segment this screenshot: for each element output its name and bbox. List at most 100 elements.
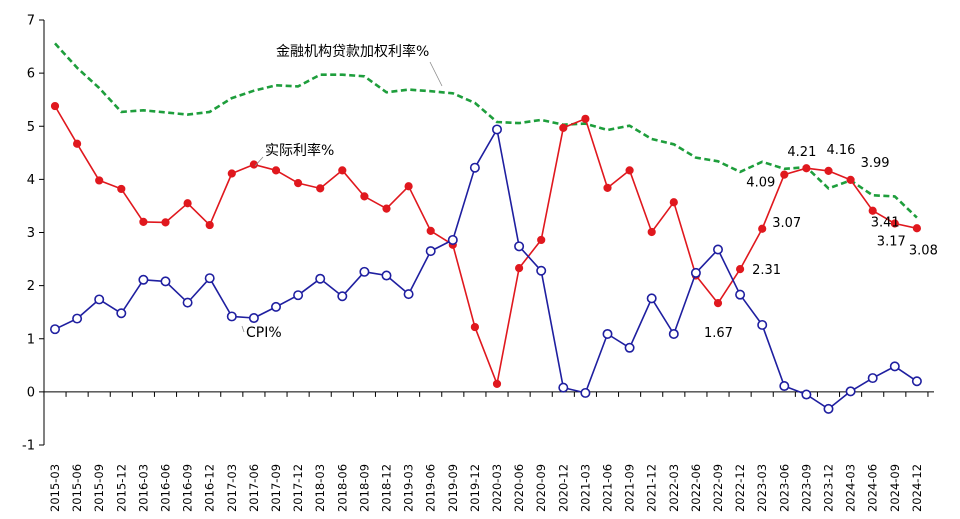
- x-tick-label: 2020-09: [534, 464, 548, 512]
- cpi-line: [54, 128, 918, 410]
- cpi-point: [403, 289, 414, 300]
- cpi-point: [491, 124, 502, 135]
- real-rate-point: [713, 299, 723, 308]
- real-rate-point: [73, 139, 82, 148]
- x-tick-label: 2016-09: [181, 464, 195, 512]
- y-tick-label: 2: [27, 279, 35, 294]
- cpi-point: [72, 313, 83, 324]
- real-rate-point: [426, 226, 435, 236]
- real-rate-point: [802, 164, 811, 173]
- x-tick-label: 2019-06: [424, 464, 438, 512]
- cpi-point: [757, 319, 768, 330]
- x-tick-label: 2015-12: [114, 464, 128, 512]
- real-rate-point: [139, 217, 148, 226]
- real-rate-line: [54, 105, 918, 385]
- cpi-series-label: CPI%: [246, 325, 282, 341]
- series-label-leader: [254, 156, 264, 167]
- cpi-point: [381, 270, 392, 281]
- cpi-point: [447, 234, 458, 245]
- x-tick-label: 2017-12: [291, 464, 305, 512]
- y-tick-label: -1: [22, 439, 35, 454]
- real-rate-point: [581, 114, 590, 123]
- real-rate-point: [117, 184, 126, 194]
- x-tick-label: 2023-06: [777, 464, 791, 512]
- real-rate-point: [559, 123, 568, 132]
- real-rate-point: [382, 204, 391, 213]
- x-tick-label: 2021-12: [645, 464, 659, 512]
- cpi-point: [248, 313, 259, 324]
- cpi-point: [536, 265, 547, 276]
- cpi-point: [580, 387, 591, 398]
- y-tick-label: 5: [27, 120, 35, 135]
- x-tick-label: 2020-03: [490, 464, 504, 512]
- x-tick-label: 2017-03: [225, 464, 239, 512]
- real-rate-series-label: 实际利率%: [265, 142, 334, 159]
- x-tick-label: 2018-06: [335, 464, 349, 512]
- cpi-point: [602, 328, 613, 339]
- real-rate-point: [316, 184, 325, 193]
- cpi-point: [337, 291, 348, 302]
- x-tick-label: 2016-03: [136, 464, 150, 512]
- x-tick-label: 2019-09: [446, 464, 460, 512]
- y-tick-label: 0: [27, 385, 35, 400]
- x-tick-label: 2020-06: [512, 464, 526, 512]
- real-rate-data-label: 3.41: [871, 216, 900, 231]
- x-tick-label: 2019-03: [402, 464, 416, 512]
- x-tick-label: 2024-09: [888, 464, 902, 512]
- cpi-point: [779, 381, 790, 392]
- x-tick-label: 2015-06: [70, 464, 84, 512]
- real-rate-point: [205, 220, 214, 230]
- cpi-point: [514, 241, 525, 252]
- real-rate-point: [227, 169, 236, 178]
- cpi-point: [712, 244, 723, 255]
- real-rate-point: [846, 175, 855, 185]
- x-tick-label: 2018-09: [357, 464, 371, 512]
- real-rate-point: [338, 166, 347, 175]
- x-tick-label: 2016-12: [203, 464, 217, 512]
- cpi-point: [469, 162, 480, 173]
- cpi-point: [624, 342, 635, 353]
- real-rate-data-label: 3.99: [861, 156, 890, 171]
- cpi-point: [425, 246, 436, 257]
- real-rate-point: [294, 178, 303, 188]
- cpi-point: [138, 274, 149, 285]
- labels-layer: 金融机构贷款加权利率% 实际利率% CPI% 1.67 2.31 3.07 4.09 4.21…: [241, 43, 938, 341]
- cpi-point: [49, 324, 60, 335]
- real-rate-point: [890, 219, 899, 228]
- cpi-point: [801, 389, 812, 400]
- cpi-point: [735, 289, 746, 300]
- x-tick-label: 2017-09: [269, 464, 283, 512]
- x-tick-label: 2022-12: [733, 464, 747, 512]
- x-tick-label: 2024-06: [866, 464, 880, 512]
- x-tick-label: 2023-09: [799, 464, 813, 512]
- real-rate-point: [912, 224, 922, 233]
- real-rate-point: [647, 227, 656, 237]
- real-rate-point: [183, 199, 192, 208]
- cpi-point: [668, 328, 679, 339]
- real-rate-point: [161, 218, 170, 227]
- x-tick-label: 2015-09: [92, 464, 106, 512]
- real-rate-data-label: 3.08: [909, 243, 938, 258]
- x-tick-label: 2018-12: [380, 464, 394, 512]
- real-rate-data-label: 4.21: [787, 145, 816, 160]
- real-rate-data-label: 1.67: [704, 326, 733, 341]
- x-tick-label: 2024-03: [844, 464, 858, 512]
- y-tick-label: 3: [27, 226, 35, 241]
- cpi-point: [116, 308, 127, 319]
- real-rate-point: [625, 166, 634, 175]
- x-tick-label: 2016-06: [159, 464, 173, 512]
- cpi-point: [889, 361, 900, 372]
- y-tick-label: 1: [27, 332, 35, 347]
- real-rate-point: [868, 206, 877, 215]
- x-tick-label: 2015-03: [48, 464, 62, 512]
- real-rate-point: [470, 322, 479, 332]
- cpi-point: [182, 297, 193, 308]
- real-rate-point: [515, 263, 524, 273]
- real-rate-point: [360, 192, 369, 201]
- real-rate-point: [492, 379, 502, 389]
- cpi-point: [270, 301, 281, 312]
- real-rate-point: [824, 166, 833, 175]
- cpi-point: [315, 273, 326, 284]
- real-rate-point: [758, 224, 767, 233]
- x-tick-label: 2017-06: [247, 464, 261, 512]
